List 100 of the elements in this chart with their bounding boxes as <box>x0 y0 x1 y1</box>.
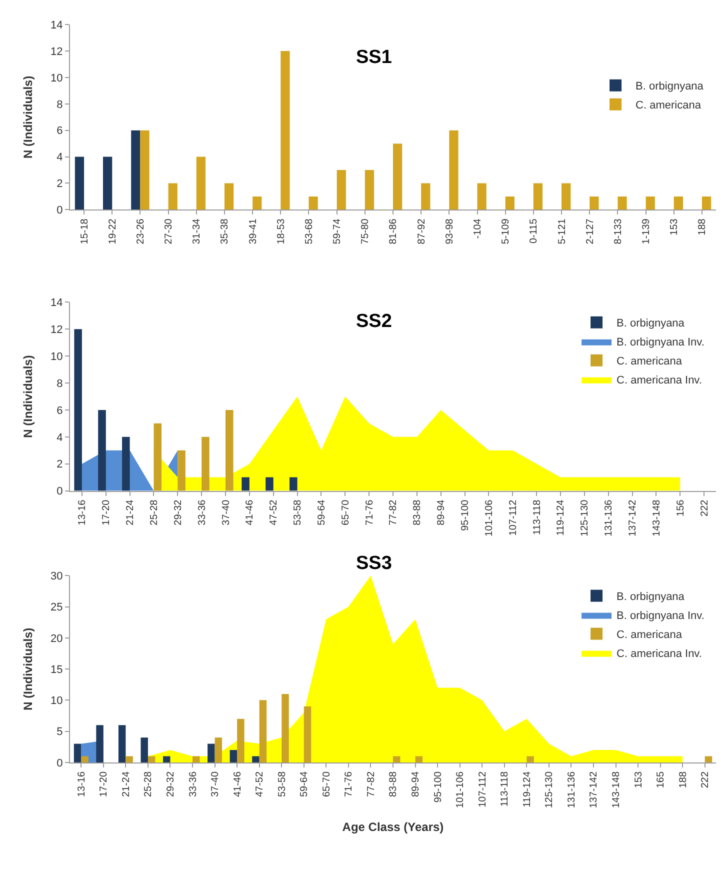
bar <box>266 477 274 491</box>
bar <box>163 756 170 762</box>
y-tick-label: 10 <box>50 350 63 363</box>
x-tick-label: 95-100 <box>460 499 472 531</box>
bar <box>252 756 260 762</box>
x-tick-label: 47-52 <box>268 499 280 526</box>
x-tick-label: 37-40 <box>210 771 222 798</box>
y-tick-label: 10 <box>50 72 63 84</box>
y-axis-title: N (Individuals) <box>20 76 35 158</box>
x-tick-label: 75-80 <box>360 218 372 244</box>
bar <box>304 706 312 762</box>
bar <box>74 329 82 491</box>
x-tick-label: 25-28 <box>143 771 154 798</box>
bar <box>364 170 374 210</box>
x-tick-label: 18-53 <box>276 218 287 244</box>
bar <box>74 156 84 210</box>
y-tick-label: 10 <box>50 695 63 708</box>
y-tick-label: 20 <box>50 632 63 645</box>
bar <box>242 477 250 491</box>
y-tick-label: 6 <box>56 125 63 138</box>
bar <box>118 725 126 762</box>
legend-label: B. orbignyana <box>616 318 686 330</box>
legend-label: B. orbignyana <box>636 80 704 93</box>
bar <box>140 738 148 762</box>
bar <box>562 183 571 210</box>
bar <box>98 410 106 491</box>
y-tick-label: 0 <box>56 204 63 217</box>
y-axis-title: N (Individuals) <box>20 355 35 438</box>
x-tick-label: 125-130 <box>580 499 591 536</box>
bar <box>126 756 133 762</box>
x-tick-label: 222 <box>700 771 712 788</box>
x-tick-label: 53-58 <box>292 499 304 526</box>
x-tick-label: 65-70 <box>340 499 352 526</box>
bar <box>148 756 156 762</box>
x-tick-label: 113-118 <box>532 499 543 535</box>
x-tick-label: 19-22 <box>107 218 118 244</box>
bar <box>308 196 318 210</box>
x-tick-label: 29-32 <box>172 499 184 526</box>
y-tick-label: 14 <box>50 19 63 32</box>
y-tick-label: 0 <box>56 486 63 498</box>
legend-label: C. americana <box>616 629 683 642</box>
bar <box>252 196 262 210</box>
x-tick-label: 77-82 <box>366 771 377 798</box>
bar <box>154 423 162 491</box>
legend-label: C. americana Inv. <box>616 648 702 660</box>
bar <box>208 744 215 762</box>
x-tick-label: 35-38 <box>220 218 231 244</box>
x-tick-label: 101-106 <box>455 771 466 808</box>
bar <box>259 700 267 762</box>
y-axis-title: N (Individuals) <box>20 628 35 710</box>
bar <box>282 694 289 762</box>
bar <box>122 436 130 491</box>
y-tick-label: 2 <box>56 178 63 190</box>
x-tick-label: 188 <box>697 218 708 236</box>
bar <box>704 756 712 762</box>
y-tick-label: 0 <box>56 757 63 770</box>
x-tick-label: -104 <box>472 218 484 239</box>
x-tick-label: 95-100 <box>432 771 444 803</box>
legend-label: C. americana Inv. <box>616 374 702 387</box>
bar <box>393 756 400 762</box>
legend-label: B. orbignyana Inv. <box>616 610 704 622</box>
x-tick-label: 59-64 <box>299 771 310 798</box>
x-tick-label: 17-20 <box>98 771 110 798</box>
bar <box>336 170 346 210</box>
bar <box>103 156 112 210</box>
x-tick-label: 188 <box>678 771 689 788</box>
x-tick-label: 153 <box>669 218 680 236</box>
legend-label: C. americana <box>616 356 683 368</box>
bar <box>674 196 683 210</box>
x-tick-label: 107-112 <box>508 499 519 536</box>
x-tick-label: 53-68 <box>304 218 315 244</box>
x-tick-label: 0-115 <box>528 218 540 244</box>
y-tick-label: 2 <box>56 458 63 471</box>
x-tick-label: 143-148 <box>651 499 662 536</box>
x-tick-label: 23-26 <box>135 218 146 244</box>
legend-label: B. orbignyana Inv. <box>616 336 704 349</box>
x-tick-label: 137-142 <box>628 499 639 536</box>
bar <box>74 744 82 762</box>
x-tick-label: 5-109 <box>500 218 512 244</box>
y-tick-label: 15 <box>50 664 63 676</box>
x-tick-label: 93-98 <box>444 218 456 244</box>
bar <box>224 183 234 210</box>
x-tick-label: 21-24 <box>120 771 132 798</box>
x-tick-label: 125-130 <box>544 771 556 808</box>
bar <box>618 196 627 210</box>
x-tick-label: 77-82 <box>388 499 400 526</box>
text: SS1 <box>356 47 392 68</box>
y-tick-label: 6 <box>56 404 63 417</box>
bar <box>533 183 543 210</box>
x-tick-label: 131-136 <box>604 499 615 536</box>
x-tick-label: 8-133 <box>612 218 624 244</box>
x-tick-label: 153 <box>633 771 644 788</box>
y-tick-label: 14 <box>50 297 63 310</box>
x-tick-label: 119-124 <box>556 499 567 536</box>
x-tick-label: 1-139 <box>641 218 652 244</box>
x-tick-label: 71-76 <box>344 771 355 798</box>
x-tick-label: 119-124 <box>522 771 533 808</box>
bar <box>646 196 655 210</box>
x-tick-label: 59-74 <box>332 218 344 244</box>
bar <box>590 196 599 210</box>
